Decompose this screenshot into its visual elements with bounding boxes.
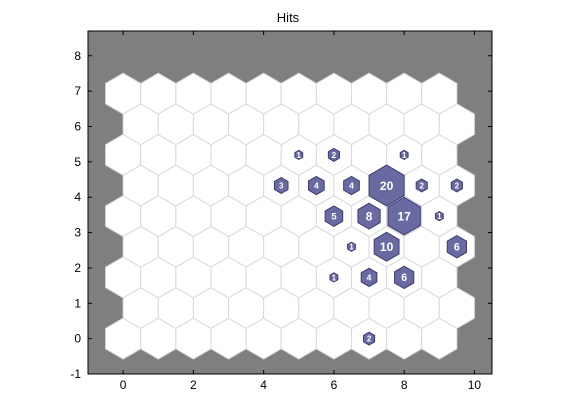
hit-count-label: 4 (314, 181, 319, 191)
hit-marker (362, 331, 376, 346)
hit-count-label: 1 (332, 273, 337, 282)
x-tick-label: 10 (468, 378, 482, 392)
hit-marker (446, 235, 467, 259)
hit-marker (294, 149, 304, 161)
hit-marker (360, 267, 378, 288)
hit-count-label: 6 (401, 272, 407, 284)
hit-marker (329, 272, 339, 283)
hit-count-label: 2 (367, 335, 372, 344)
hit-marker (347, 241, 356, 252)
hit-marker (327, 147, 340, 162)
hit-marker (450, 178, 463, 193)
hit-count-label: 17 (397, 209, 411, 223)
hit-marker (399, 149, 409, 161)
hit-marker (394, 265, 415, 290)
hit-count-label: 20 (380, 179, 394, 193)
hit-marker (324, 205, 344, 227)
x-tick-label: 8 (401, 378, 408, 392)
hit-count-label: 2 (332, 151, 337, 160)
hit-count-label: 10 (380, 240, 394, 254)
hit-marker (387, 196, 421, 236)
hit-count-label: 2 (455, 181, 460, 190)
hit-count-label: 3 (279, 181, 284, 190)
x-tick-label: 2 (190, 378, 197, 392)
hit-count-label: 2 (420, 181, 425, 190)
hit-marker (307, 175, 325, 196)
hit-count-label: 4 (349, 181, 354, 191)
hit-marker (357, 202, 381, 230)
hit-count-label: 4 (367, 272, 372, 282)
hit-marker (368, 164, 405, 207)
x-tick-label: 0 (120, 378, 127, 392)
hit-count-label: 1 (402, 151, 407, 160)
axes: 0 2 4 6 8 10 -1 0 1 2 3 4 5 6 7 8 (70, 30, 493, 392)
y-tick-label: 2 (74, 261, 81, 275)
hit-count-label: 8 (366, 209, 373, 223)
y-tick-label: 0 (74, 332, 81, 346)
hit-count-label: 1 (437, 212, 442, 221)
hit-count-label: 5 (331, 212, 337, 223)
hit-marker (273, 177, 289, 195)
y-tick-label: 8 (74, 49, 81, 63)
hit-marker (343, 175, 360, 196)
x-tick-label: 6 (331, 378, 338, 392)
hit-count-label: 6 (454, 242, 460, 254)
axes-frame (87, 30, 493, 375)
hit-marker (373, 231, 400, 262)
y-tick-label: 3 (74, 226, 81, 240)
y-tick-label: 7 (74, 84, 81, 98)
x-tick-label: 4 (260, 378, 267, 392)
y-tick-label: 4 (74, 190, 81, 204)
y-tick-label: -1 (70, 367, 81, 381)
chart-title: Hits (277, 10, 300, 25)
hit-count-label: 1 (349, 243, 354, 252)
hit-marker (434, 211, 444, 222)
y-tick-label: 5 (74, 155, 81, 169)
y-tick-label: 1 (74, 296, 81, 310)
y-tick-label: 6 (74, 119, 81, 133)
hit-marker (415, 178, 428, 193)
neuron-hex (421, 72, 458, 115)
plot-area: 2 1 4 6 1 10 6 5 8 17 1 3 4 4 20 2 2 1 2 1 (88, 31, 492, 374)
hit-count-label: 1 (297, 151, 302, 160)
